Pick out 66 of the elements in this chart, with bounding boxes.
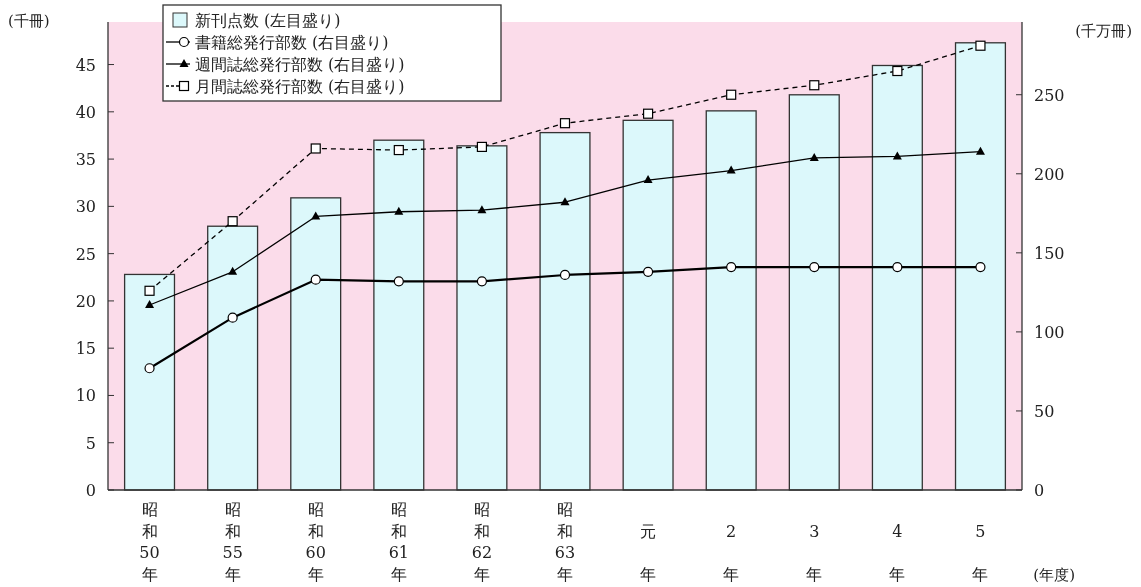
point (726, 165, 736, 174)
point (476, 141, 488, 153)
point (227, 216, 238, 227)
point (975, 261, 986, 273)
x-tick-label: 昭和50年 (139, 500, 160, 584)
y-tick-label: 5 (85, 433, 96, 453)
point (393, 144, 404, 156)
point (310, 274, 321, 285)
y-tick-label: 35 (75, 150, 96, 170)
point (559, 269, 571, 281)
point (145, 300, 155, 309)
y-tick-label: 30 (75, 197, 96, 217)
point (559, 118, 571, 129)
point (144, 285, 155, 296)
y-tick-label: 25 (75, 244, 96, 264)
y2-tick-label: 0 (1034, 481, 1045, 500)
x-axis-title: (年度) (1033, 566, 1075, 584)
point (726, 89, 737, 100)
point (642, 266, 654, 277)
category-label: 4年 (889, 521, 906, 584)
point (560, 197, 570, 206)
legend-label: 週間誌総発行部数 (右目盛り) (195, 55, 405, 74)
point (393, 276, 404, 287)
y2-tick-label: 200 (1034, 164, 1065, 184)
point (228, 266, 238, 275)
point (144, 363, 155, 374)
y-tick-label: 15 (75, 339, 96, 359)
category-label: 元年 (640, 521, 657, 584)
y2-tick-label: 100 (1034, 322, 1065, 342)
point (476, 276, 488, 287)
point (975, 40, 986, 51)
point (726, 261, 737, 273)
x-tick-label: 昭和61年 (388, 500, 409, 584)
category-label: 2年 (723, 521, 740, 584)
y-tick-label: 45 (75, 55, 96, 75)
point (310, 143, 321, 154)
y-axis-title: (千冊) (8, 12, 50, 30)
y-tick-label: 10 (75, 386, 96, 406)
point (394, 206, 404, 215)
point (809, 152, 819, 161)
y2-tick-label: 50 (1034, 401, 1055, 421)
legend-label: 新刊点数 (左目盛り) (195, 11, 341, 30)
y2-tick-label: 150 (1034, 243, 1065, 263)
y-tick-label: 40 (75, 102, 96, 122)
point (975, 146, 985, 155)
point (892, 261, 903, 273)
point (227, 312, 238, 323)
point (477, 205, 487, 214)
y2-tick-label: 250 (1034, 85, 1065, 105)
point (642, 108, 654, 119)
category-label: 5年 (972, 521, 989, 584)
y-tick-label: 0 (85, 481, 96, 500)
y-tick-label: 20 (75, 291, 96, 311)
category-label: 3年 (806, 521, 823, 584)
x-tick-label: 昭和62年 (471, 500, 493, 584)
y2-axis-title: (千万冊) (1075, 22, 1132, 40)
point (643, 175, 653, 184)
point (892, 65, 903, 77)
point (892, 151, 902, 160)
point (809, 261, 820, 273)
x-tick-label: 昭和63年 (554, 500, 576, 584)
legend-label: 月間誌総発行部数 (右目盛り) (195, 77, 405, 96)
x-tick-label: 昭和60年 (305, 500, 326, 584)
legend-label: 書籍総発行部数 (右目盛り) (195, 33, 389, 52)
x-tick-label: 昭和55年 (222, 500, 243, 584)
point (809, 80, 820, 91)
